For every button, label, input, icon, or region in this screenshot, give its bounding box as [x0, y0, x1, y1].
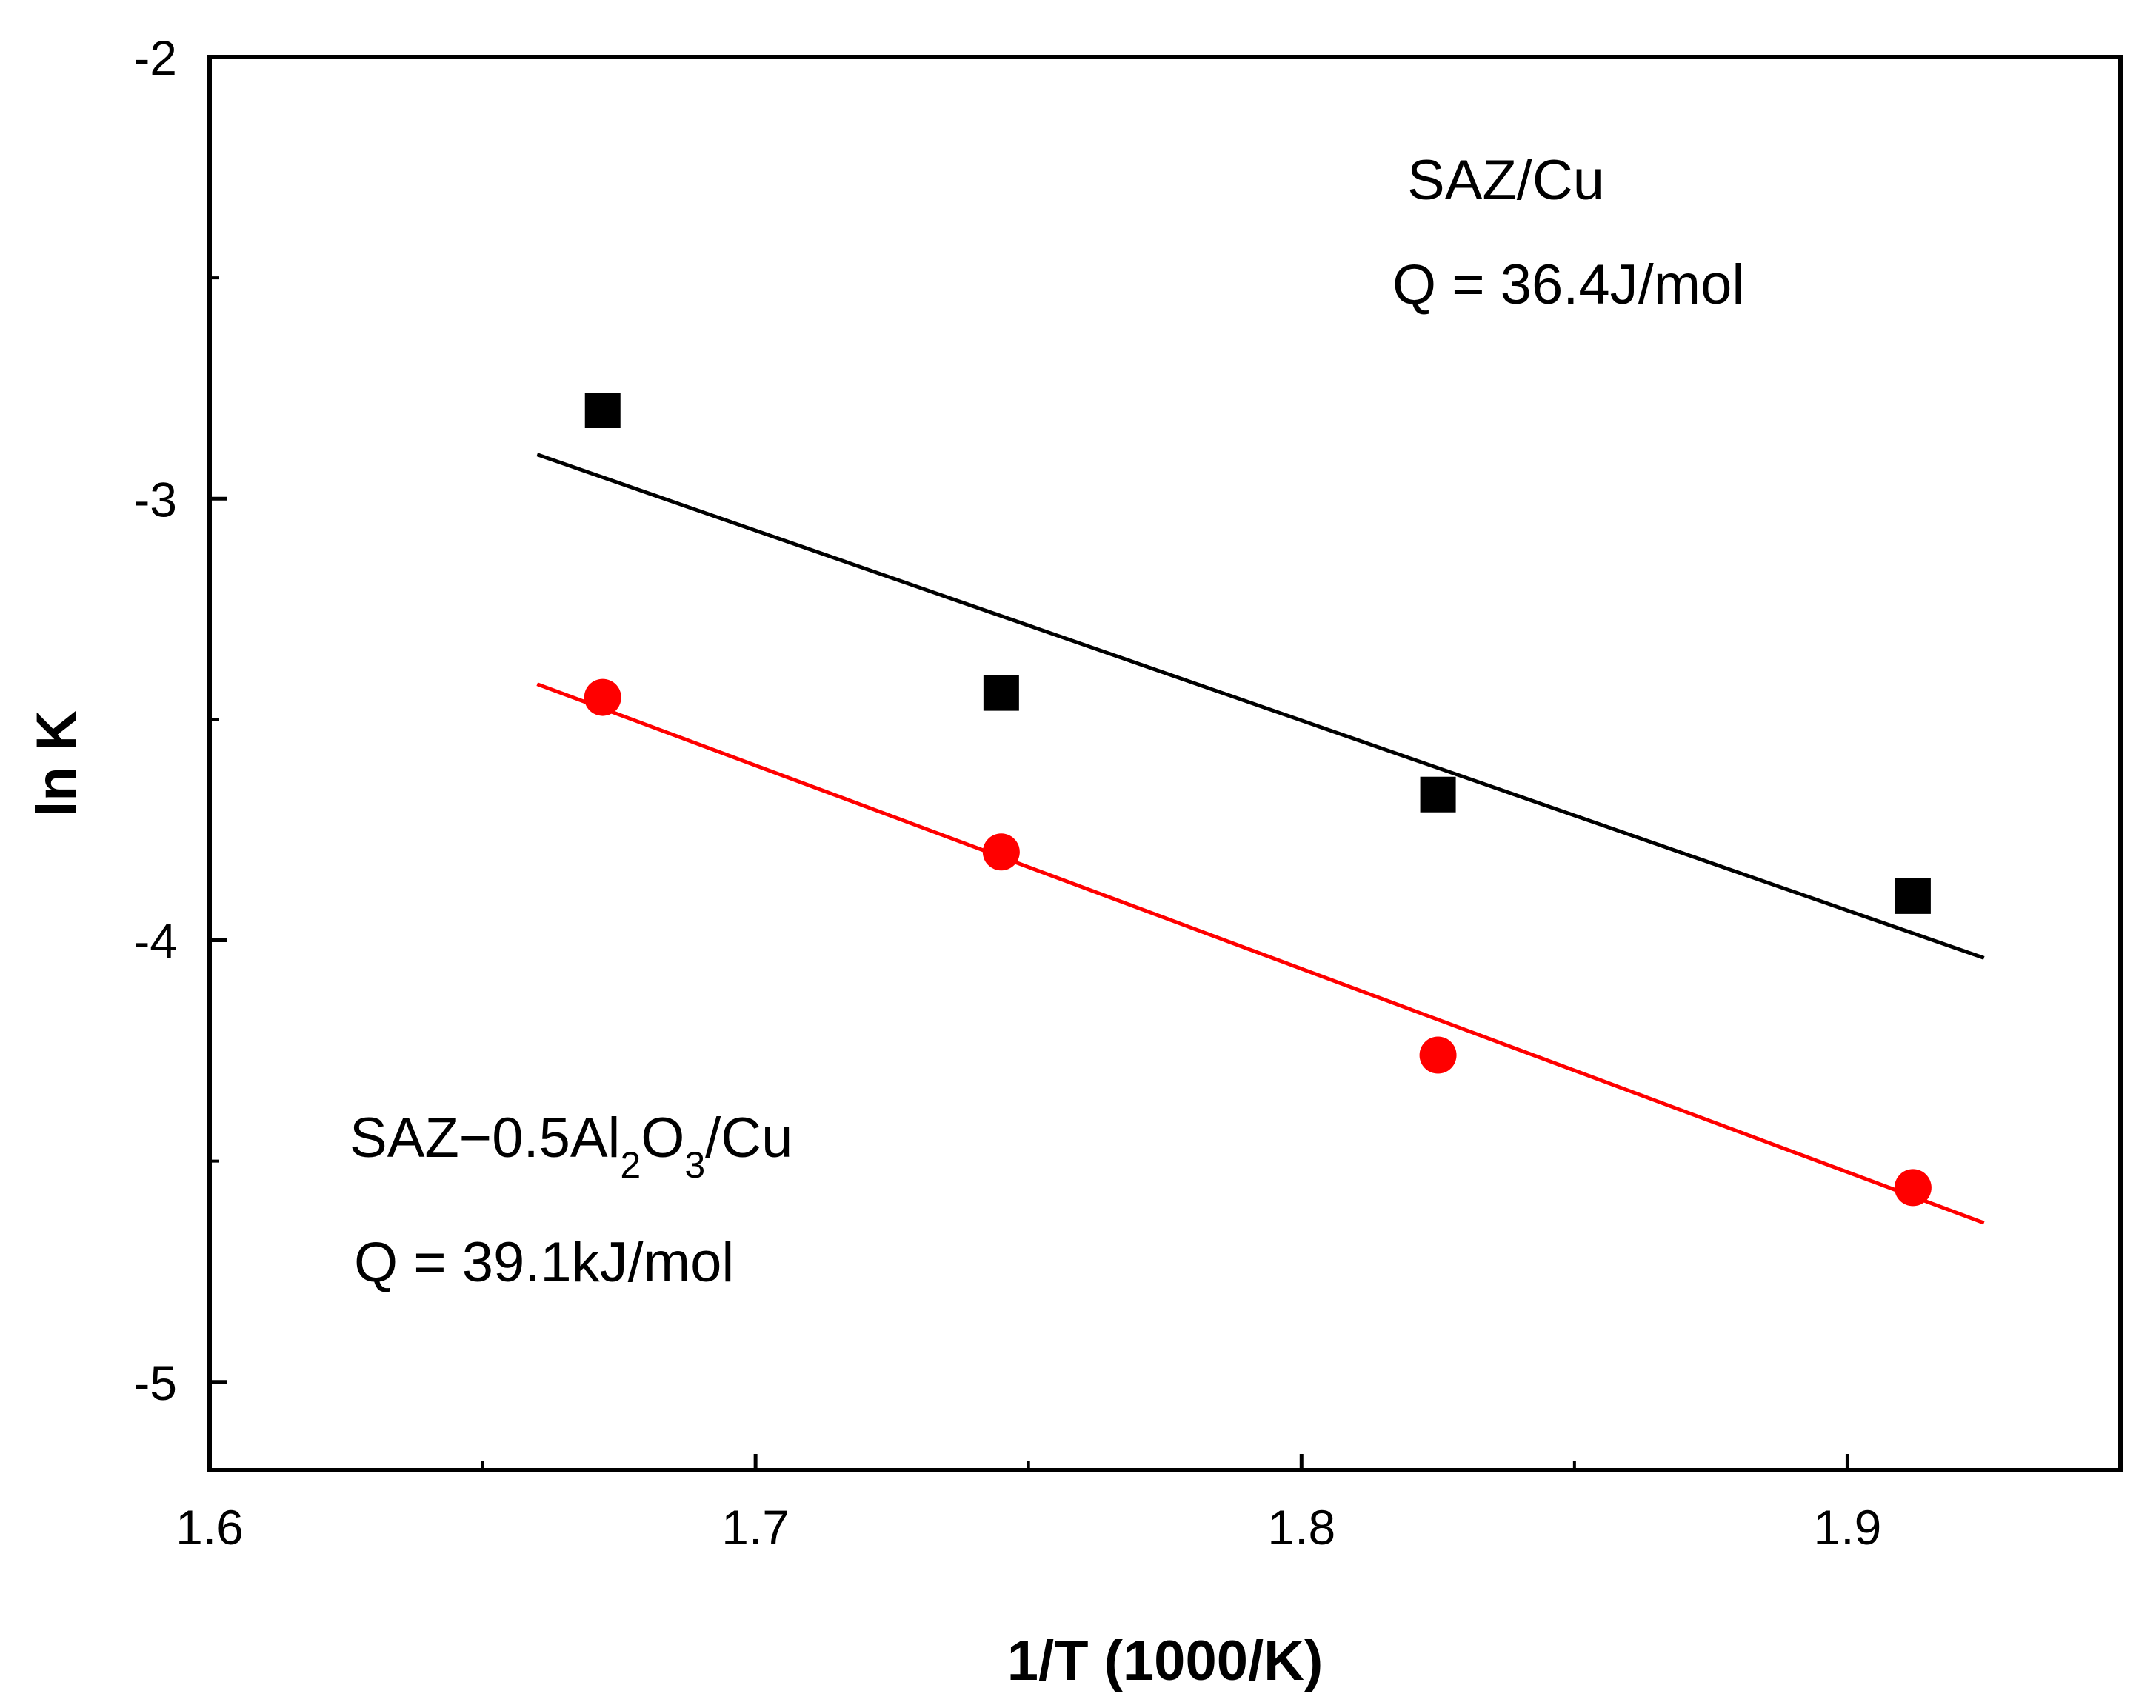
- x-tick-label: 1.9: [1814, 1500, 1882, 1555]
- annotation-saz-al2o3-sub2: 3: [684, 1144, 705, 1186]
- x-axis-title: 1/T (1000/K): [1007, 1629, 1324, 1692]
- x-tick-label: 1.7: [721, 1500, 790, 1555]
- fit-line-saz-cu: [536, 453, 1985, 960]
- data-point-saz-al2o3-cu: [584, 678, 621, 716]
- fit-line-saz-al2o3-cu: [536, 682, 1985, 1225]
- annotation-saz-al2o3-name: SAZ−0.5Al2O3/Cu: [350, 1107, 792, 1186]
- annotation-saz-al2o3-sub1: 2: [620, 1144, 641, 1186]
- y-tick-label: -2: [133, 30, 177, 85]
- annotation-saz-cu-name: SAZ/Cu: [1407, 149, 1604, 212]
- annotation-saz-al2o3-prefix: SAZ−0.5Al: [350, 1107, 620, 1170]
- plot-frame: [207, 55, 2123, 1472]
- data-point-saz-al2o3-cu: [1894, 1169, 1932, 1207]
- data-point-saz-cu: [1895, 878, 1931, 914]
- data-point-saz-cu: [584, 393, 621, 428]
- y-tick-label: -3: [133, 472, 177, 527]
- x-tick-label: 1.8: [1267, 1500, 1335, 1555]
- data-point-saz-cu: [983, 675, 1019, 711]
- annotation-saz-al2o3-mid: O: [641, 1107, 684, 1170]
- annotation-saz-al2o3-suffix: /Cu: [705, 1107, 792, 1170]
- data-point-saz-cu: [1420, 776, 1456, 813]
- x-tick-label: 1.6: [176, 1500, 244, 1555]
- y-axis: -2 -3 -4 -5: [133, 30, 227, 1410]
- y-axis-title: ln K: [25, 710, 88, 817]
- plot-area: [536, 393, 1985, 1225]
- x-axis: 1.6 1.7 1.8 1.9: [176, 1454, 1881, 1555]
- y-tick-label: -4: [133, 914, 177, 969]
- annotation-saz-cu-q: Q = 36.4J/mol: [1392, 253, 1744, 316]
- y-tick-label: -5: [133, 1355, 177, 1410]
- annotation-saz-al2o3-q: Q = 39.1kJ/mol: [354, 1231, 734, 1294]
- data-point-saz-al2o3-cu: [982, 833, 1020, 871]
- data-point-saz-al2o3-cu: [1419, 1036, 1457, 1074]
